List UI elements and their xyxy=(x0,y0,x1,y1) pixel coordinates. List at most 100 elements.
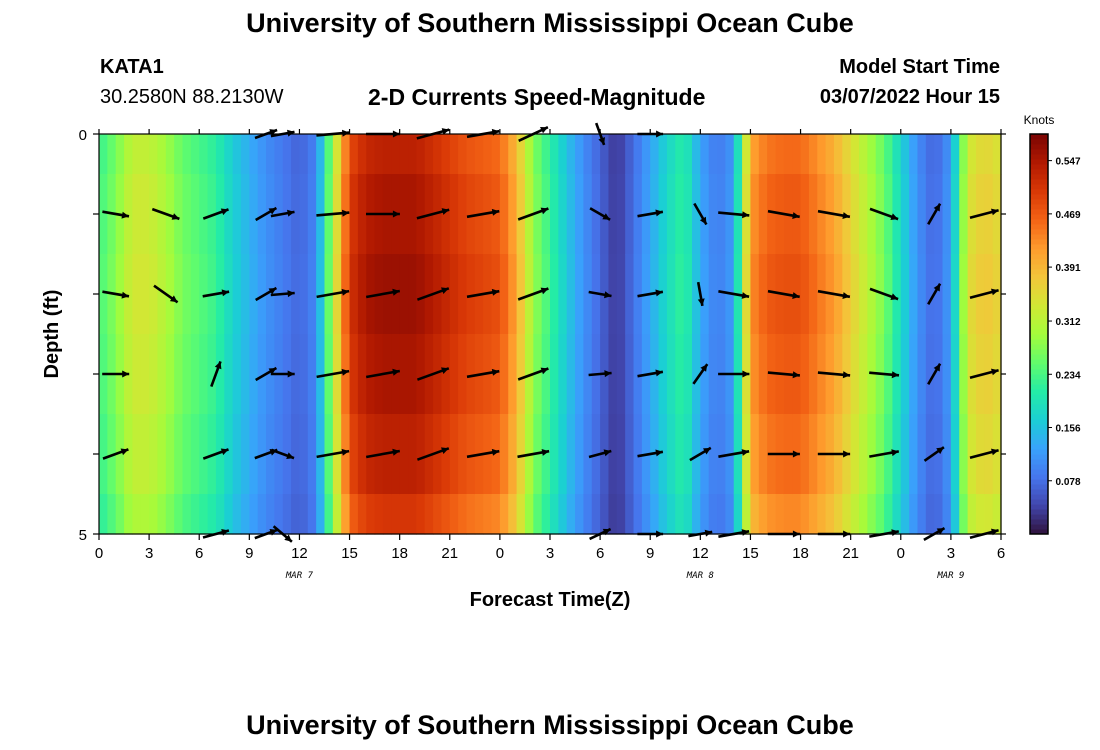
heatmap-cell xyxy=(700,494,710,535)
heatmap-cell xyxy=(666,334,676,415)
heatmap-cell xyxy=(449,254,459,335)
heatmap-cell xyxy=(591,494,601,535)
x-tick-label: 6 xyxy=(997,545,1005,562)
heatmap-cell xyxy=(842,254,852,335)
heatmap-cell xyxy=(750,134,760,175)
current-vector xyxy=(416,367,450,381)
heatmap-cell xyxy=(758,254,768,335)
heatmap-cell xyxy=(867,334,877,415)
vector-head xyxy=(287,290,295,298)
heatmap-cell xyxy=(441,494,451,535)
current-vector xyxy=(817,371,851,379)
heatmap-cell xyxy=(240,334,250,415)
colorbar-step xyxy=(1030,304,1048,310)
heatmap-cell xyxy=(566,174,576,255)
heatmap-cell xyxy=(499,414,509,495)
colorbar-step xyxy=(1030,399,1048,405)
heatmap-cell xyxy=(366,334,376,415)
heatmap-cell xyxy=(416,254,426,335)
heatmap-cell xyxy=(349,494,359,535)
heatmap-cell xyxy=(140,414,150,495)
heatmap-cell xyxy=(550,134,559,175)
vector-head xyxy=(742,211,750,219)
heatmap-cell xyxy=(274,494,284,535)
heatmap-cell xyxy=(357,334,367,415)
heatmap-cell xyxy=(942,174,952,255)
colorbar-frame xyxy=(1029,133,1049,535)
heatmap-cell xyxy=(758,134,768,175)
vector-head xyxy=(441,287,449,294)
heatmap-cell xyxy=(190,414,200,495)
vector-head xyxy=(540,127,548,134)
current-vector xyxy=(202,289,230,298)
vector-head xyxy=(933,363,941,372)
heatmap-cell xyxy=(625,334,635,415)
heatmap-cell xyxy=(658,334,668,415)
colorbar-step xyxy=(1030,214,1048,220)
heatmap-cell xyxy=(215,494,225,535)
heatmap-cell xyxy=(808,494,818,535)
heatmap-cell xyxy=(274,414,284,495)
heatmap-cell xyxy=(583,334,593,415)
heatmap-cell xyxy=(307,134,317,175)
heatmap-cell xyxy=(925,334,935,415)
heatmap-cell xyxy=(224,254,234,335)
heatmap-cell xyxy=(550,414,559,495)
heatmap-cell xyxy=(616,414,626,495)
colorbar-step xyxy=(1030,449,1048,455)
heatmap-cell xyxy=(900,174,910,255)
heatmap-cell xyxy=(474,134,484,175)
heatmap-cell xyxy=(691,414,701,495)
heatmap-cell xyxy=(508,494,518,535)
colorbar-step xyxy=(1030,489,1048,495)
heatmap-cell xyxy=(199,334,209,415)
current-vector xyxy=(927,203,942,225)
vector-head xyxy=(891,371,899,379)
heatmap-cell xyxy=(942,254,952,335)
heatmap-cell xyxy=(541,414,551,495)
heatmap-cell xyxy=(291,494,301,535)
heatmap-cell xyxy=(332,494,342,535)
heatmap-cell xyxy=(917,174,927,255)
heatmap-cell xyxy=(149,254,159,335)
heatmap-cell xyxy=(984,254,994,335)
heatmap-cell xyxy=(399,174,409,255)
heatmap-cell xyxy=(683,414,693,495)
vector-head xyxy=(287,129,295,137)
heatmap-cell xyxy=(299,494,309,535)
vector-head xyxy=(286,452,294,459)
current-vector xyxy=(466,448,500,459)
colorbar-step xyxy=(1030,474,1048,480)
heatmap-cell xyxy=(391,254,401,335)
colorbar-step xyxy=(1030,469,1048,475)
heatmap-cell xyxy=(240,174,250,255)
heatmap-cell xyxy=(633,414,643,495)
heatmap-cell xyxy=(215,334,225,415)
current-vector xyxy=(270,209,295,218)
vector-head xyxy=(341,368,350,376)
heatmap-cell xyxy=(249,494,259,535)
heatmap-cell xyxy=(775,494,785,535)
vector-head xyxy=(792,292,800,299)
vector-head xyxy=(341,448,350,456)
vector-head xyxy=(891,449,899,457)
heatmap-cell xyxy=(207,134,217,175)
heatmap-cell xyxy=(608,174,618,255)
vector-head xyxy=(120,448,129,456)
current-vector xyxy=(271,448,295,460)
vector-head xyxy=(220,448,229,456)
colorbar-step xyxy=(1030,329,1048,335)
colorbar: 0.078 0.156 0.234 0.312 0.391 0.469 0.547 Knots xyxy=(1024,113,1081,535)
heatmap-cell xyxy=(666,254,676,335)
heatmap-cell xyxy=(658,414,668,495)
vector-head xyxy=(491,208,500,216)
heatmap-cell xyxy=(750,174,760,255)
heatmap-cell xyxy=(959,494,969,535)
heatmap-cell xyxy=(633,174,643,255)
heatmap-cell xyxy=(967,334,977,415)
heatmap-cell xyxy=(157,494,167,535)
heatmap-cell xyxy=(132,254,142,335)
x-tick-label: 0 xyxy=(897,545,905,562)
heatmap-cell xyxy=(332,134,342,175)
heatmap-cell xyxy=(742,414,752,495)
